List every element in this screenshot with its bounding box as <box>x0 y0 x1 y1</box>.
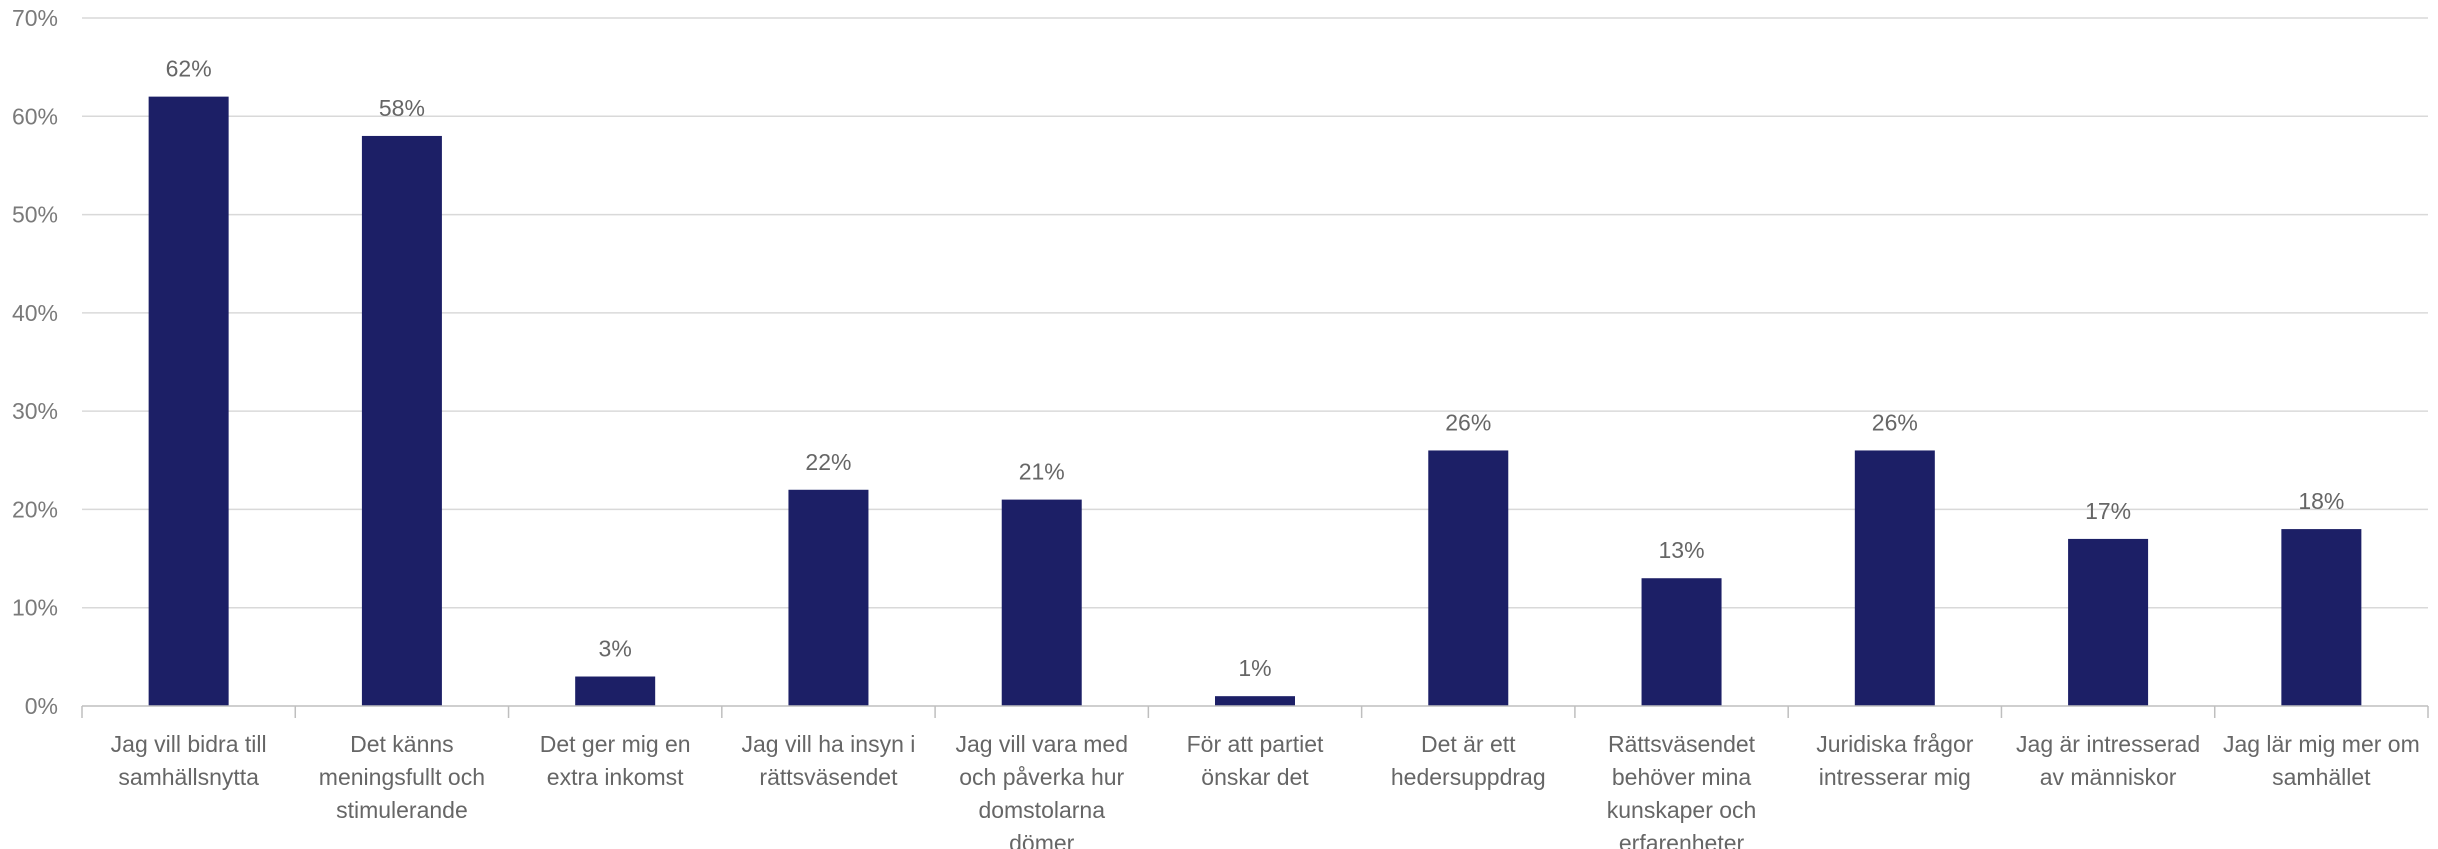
x-category-label: rättsväsendet <box>759 764 898 790</box>
bar <box>2068 538 2149 706</box>
x-category-label: och påverka hur <box>959 764 1124 790</box>
data-label: 26% <box>1872 409 1918 435</box>
bar <box>575 676 656 706</box>
x-category-label: av människor <box>2040 764 2177 790</box>
y-axis-ticks: 0% 10% 20% 30% 40% 50% 60% 70% <box>12 5 58 719</box>
data-labels: 62% 58% 3% 22% 21% 1% 26% 13% 26% 17% 18% <box>166 56 2345 682</box>
data-label: 62% <box>166 56 212 82</box>
x-category-label: behöver mina <box>1612 764 1752 790</box>
x-axis <box>81 705 2429 718</box>
x-category-label: kunskaper och <box>1607 797 1757 823</box>
bar <box>788 489 869 706</box>
bar <box>2281 529 2362 706</box>
y-tick-label: 20% <box>12 496 58 522</box>
x-category-label: Rättsväsendet <box>1608 731 1756 757</box>
bar <box>1854 450 1935 706</box>
x-category-label: Juridiska frågor <box>1816 731 1974 757</box>
y-tick-label: 30% <box>12 398 58 424</box>
x-category-label: Jag är intresserad <box>2016 731 2200 757</box>
x-category-label: domstolarna <box>978 797 1105 823</box>
x-category-label: samhällsnytta <box>118 764 259 790</box>
data-label: 17% <box>2085 498 2131 524</box>
data-label: 13% <box>1659 537 1705 563</box>
data-label: 18% <box>2298 488 2344 514</box>
bar <box>361 135 442 706</box>
x-category-label: meningsfullt och <box>319 764 485 790</box>
x-category-label: samhället <box>2272 764 2371 790</box>
bars <box>148 96 2362 707</box>
data-label: 58% <box>379 95 425 121</box>
x-category-label: önskar det <box>1201 764 1309 790</box>
data-label: 3% <box>599 636 632 662</box>
data-label: 1% <box>1238 655 1271 681</box>
x-category-label: dömer <box>1009 830 1075 849</box>
data-label: 21% <box>1019 459 1065 485</box>
x-category-label: Det ger mig en <box>540 731 691 757</box>
y-tick-label: 60% <box>12 103 58 129</box>
x-category-label: erfarenheter <box>1619 830 1745 849</box>
x-category-label: extra inkomst <box>547 764 684 790</box>
y-tick-label: 10% <box>12 595 58 621</box>
bar <box>148 96 229 707</box>
x-category-label: hedersuppdrag <box>1391 764 1546 790</box>
x-category-label: Jag vill bidra till <box>111 731 267 757</box>
bar <box>1428 450 1509 706</box>
data-label: 22% <box>805 449 851 475</box>
y-tick-label: 50% <box>12 202 58 228</box>
x-category-label: Jag lär mig mer om <box>2223 731 2420 757</box>
x-category-label: Det är ett <box>1421 731 1516 757</box>
category-labels: Jag vill bidra till samhällsnytta Det känn… <box>111 731 2420 849</box>
bar <box>1641 578 1722 706</box>
gridlines <box>82 17 2428 609</box>
x-category-label: stimulerande <box>336 797 468 823</box>
y-tick-label: 70% <box>12 5 58 31</box>
data-label: 26% <box>1445 409 1491 435</box>
bar <box>1001 499 1082 706</box>
x-category-label: För att partiet <box>1187 731 1324 757</box>
x-category-label: Det känns <box>350 731 454 757</box>
y-tick-label: 0% <box>25 693 58 719</box>
bar <box>1215 696 1295 706</box>
y-tick-label: 40% <box>12 300 58 326</box>
x-category-label: Jag vill ha insyn i <box>742 731 916 757</box>
x-category-label: intresserar mig <box>1819 764 1971 790</box>
x-category-label: Jag vill vara med <box>955 731 1128 757</box>
